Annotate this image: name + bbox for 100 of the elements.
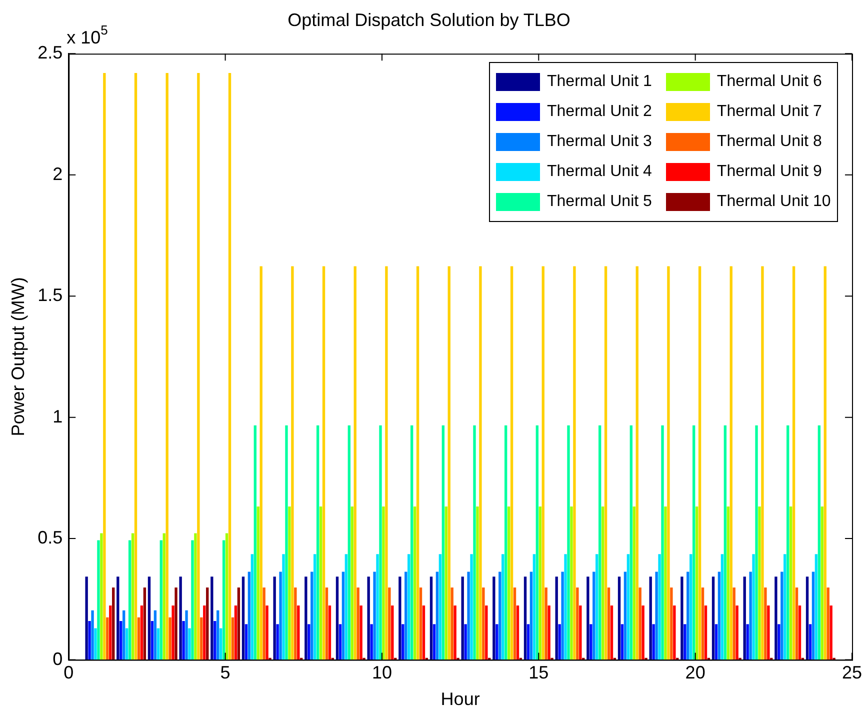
- bar: [795, 588, 798, 660]
- bar: [538, 506, 542, 660]
- bar: [291, 266, 294, 660]
- bar: [720, 554, 724, 660]
- bar: [764, 588, 767, 660]
- bar: [601, 506, 604, 660]
- bar: [670, 588, 673, 660]
- bar: [256, 506, 260, 660]
- x-tick-label: 10: [372, 662, 392, 683]
- bar: [288, 506, 291, 660]
- bar: [297, 605, 300, 660]
- bar: [244, 624, 248, 660]
- bar: [686, 572, 690, 660]
- bar: [479, 266, 482, 660]
- bar: [203, 605, 206, 660]
- bar: [285, 425, 288, 660]
- bar: [655, 572, 658, 660]
- bar: [567, 425, 570, 660]
- bar: [314, 554, 316, 660]
- bar: [354, 266, 356, 660]
- bar: [561, 572, 564, 660]
- bar: [692, 425, 696, 660]
- bar: [704, 605, 708, 660]
- bar: [695, 506, 698, 660]
- bar: [116, 576, 120, 660]
- bar: [730, 266, 732, 660]
- bar: [304, 576, 308, 660]
- bar: [780, 572, 784, 660]
- bar: [576, 588, 579, 660]
- legend-label: Thermal Unit 4: [547, 162, 652, 181]
- bar: [322, 266, 326, 660]
- bar: [758, 506, 761, 660]
- bar: [820, 506, 824, 660]
- bar: [746, 624, 749, 660]
- bar: [818, 425, 821, 660]
- bar: [743, 576, 746, 660]
- bar: [279, 572, 282, 660]
- bar: [419, 588, 422, 660]
- bar: [122, 610, 126, 660]
- bar: [391, 605, 394, 660]
- bar: [726, 506, 730, 660]
- bar: [106, 617, 109, 660]
- bar: [373, 572, 376, 660]
- bar: [350, 506, 354, 660]
- bar: [755, 425, 758, 660]
- bar: [798, 605, 802, 660]
- bar: [607, 588, 610, 660]
- bar: [684, 624, 686, 660]
- bar: [814, 554, 818, 660]
- bar: [408, 554, 410, 660]
- bar: [473, 425, 476, 660]
- bar: [342, 572, 345, 660]
- bar: [778, 624, 780, 660]
- bar: [661, 425, 664, 660]
- bar: [712, 576, 715, 660]
- bar: [470, 554, 473, 660]
- bar: [454, 605, 456, 660]
- bar: [262, 588, 266, 660]
- legend-label: Thermal Unit 5: [547, 192, 652, 211]
- bar: [179, 576, 182, 660]
- y-tick-label: 0: [52, 648, 63, 669]
- bar: [673, 605, 676, 660]
- bar: [476, 506, 479, 660]
- bar: [103, 73, 106, 660]
- bar: [234, 605, 238, 660]
- bar: [542, 266, 544, 660]
- bar: [185, 610, 188, 660]
- bar: [156, 628, 160, 660]
- bar: [214, 621, 216, 660]
- bar: [812, 572, 815, 660]
- bar: [649, 576, 652, 660]
- bar: [436, 572, 439, 660]
- bar: [338, 624, 342, 660]
- bar: [388, 588, 391, 660]
- bar: [219, 628, 222, 660]
- bar: [197, 73, 200, 660]
- bar: [276, 624, 279, 660]
- legend-label: Thermal Unit 9: [716, 162, 822, 181]
- bar: [308, 624, 310, 660]
- bar: [310, 572, 314, 660]
- bar: [450, 588, 454, 660]
- bar: [570, 506, 573, 660]
- bar: [376, 554, 379, 660]
- x-tick-label: 15: [528, 662, 549, 683]
- bar: [618, 576, 621, 660]
- bar: [496, 624, 498, 660]
- bar: [97, 540, 100, 660]
- bar: [698, 266, 702, 660]
- bar: [510, 266, 514, 660]
- bar: [536, 425, 538, 660]
- bar: [216, 610, 220, 660]
- bar: [642, 605, 644, 660]
- y-tick-label: 2: [52, 164, 63, 184]
- x-axis-title: Hour: [440, 689, 480, 710]
- bar: [592, 572, 596, 660]
- legend-label: Thermal Unit 7: [716, 102, 822, 121]
- bar: [789, 506, 792, 660]
- bar: [166, 73, 168, 660]
- bar: [410, 425, 414, 660]
- chart-title: Optimal Dispatch Solution by TLBO: [288, 10, 570, 30]
